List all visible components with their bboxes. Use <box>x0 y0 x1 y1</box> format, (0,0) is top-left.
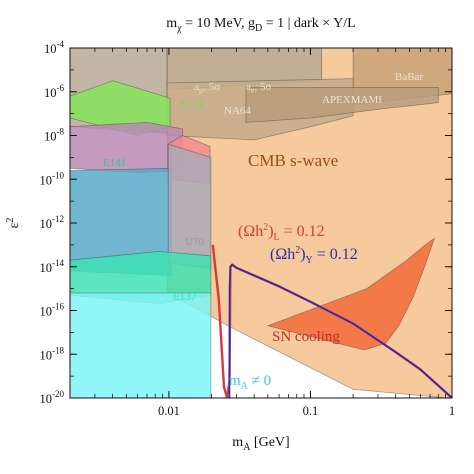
annotations: CMB s-wave (Ωh2)L = 0.12 (Ωh2)Y = 0.12 S… <box>103 71 423 392</box>
region-apexmami-5 <box>245 87 439 123</box>
x-tick-label: 0.01 <box>158 404 180 418</box>
label-omega-l: (Ωh2)L = 0.12 <box>238 222 325 243</box>
y-tick-label: 10-18 <box>40 345 65 362</box>
x-axis-label: mA [GeV] <box>232 435 289 453</box>
label-cmb: CMB s-wave <box>248 151 338 170</box>
region-sn-cooling-13 <box>266 237 436 351</box>
label-ma-nonzero: mA ≠ 0 <box>229 373 271 392</box>
y-tick-label: 10-10 <box>40 170 65 187</box>
label-e141: E141 <box>103 157 126 169</box>
label-e774: E774 <box>180 98 204 110</box>
label-amu: aμ, 5σ <box>194 81 220 95</box>
label-babar: BaBar <box>395 71 423 83</box>
y-tick-label: 10-20 <box>40 389 65 406</box>
label-na64: NA64 <box>224 105 251 117</box>
region-e141-7 <box>70 121 184 174</box>
y-tick-label: 10-6 <box>44 83 64 100</box>
y-tick-label: 10-16 <box>40 302 65 319</box>
label-sn-cooling: SN cooling <box>272 329 340 345</box>
chart-title: mχ = 10 MeV, gD = 1 | dark × Y/L <box>166 16 355 34</box>
y-tick-label: 10-8 <box>44 127 64 144</box>
label-ae: ae, 5σ <box>246 81 271 95</box>
exclusion-regions <box>70 48 452 398</box>
y-tick-label: 10-12 <box>40 214 65 231</box>
x-tick-label: 0.1 <box>303 404 319 418</box>
axis-ticks: 0.01 0.1 1 10-4 10-6 10-8 10-10 10-12 10-14 10-16… <box>40 39 456 418</box>
relic-curves <box>211 244 452 398</box>
x-tick-label: 1 <box>449 404 455 418</box>
region-e774-6 <box>70 80 171 136</box>
label-u70: U70 <box>185 236 204 248</box>
label-e137: E137 <box>173 291 197 303</box>
region-u70-10 <box>167 143 212 270</box>
region-ma-0-12 <box>70 292 212 398</box>
y-tick-label: 10-14 <box>40 258 65 275</box>
curve-omega-y <box>228 263 452 398</box>
label-apexmami: APEXMAMI <box>322 94 382 106</box>
y-axis-label: ε2 <box>5 218 22 229</box>
y-tick-label: 10-4 <box>44 39 64 56</box>
label-omega-y: (Ωh2)Y = 0.12 <box>270 245 358 266</box>
